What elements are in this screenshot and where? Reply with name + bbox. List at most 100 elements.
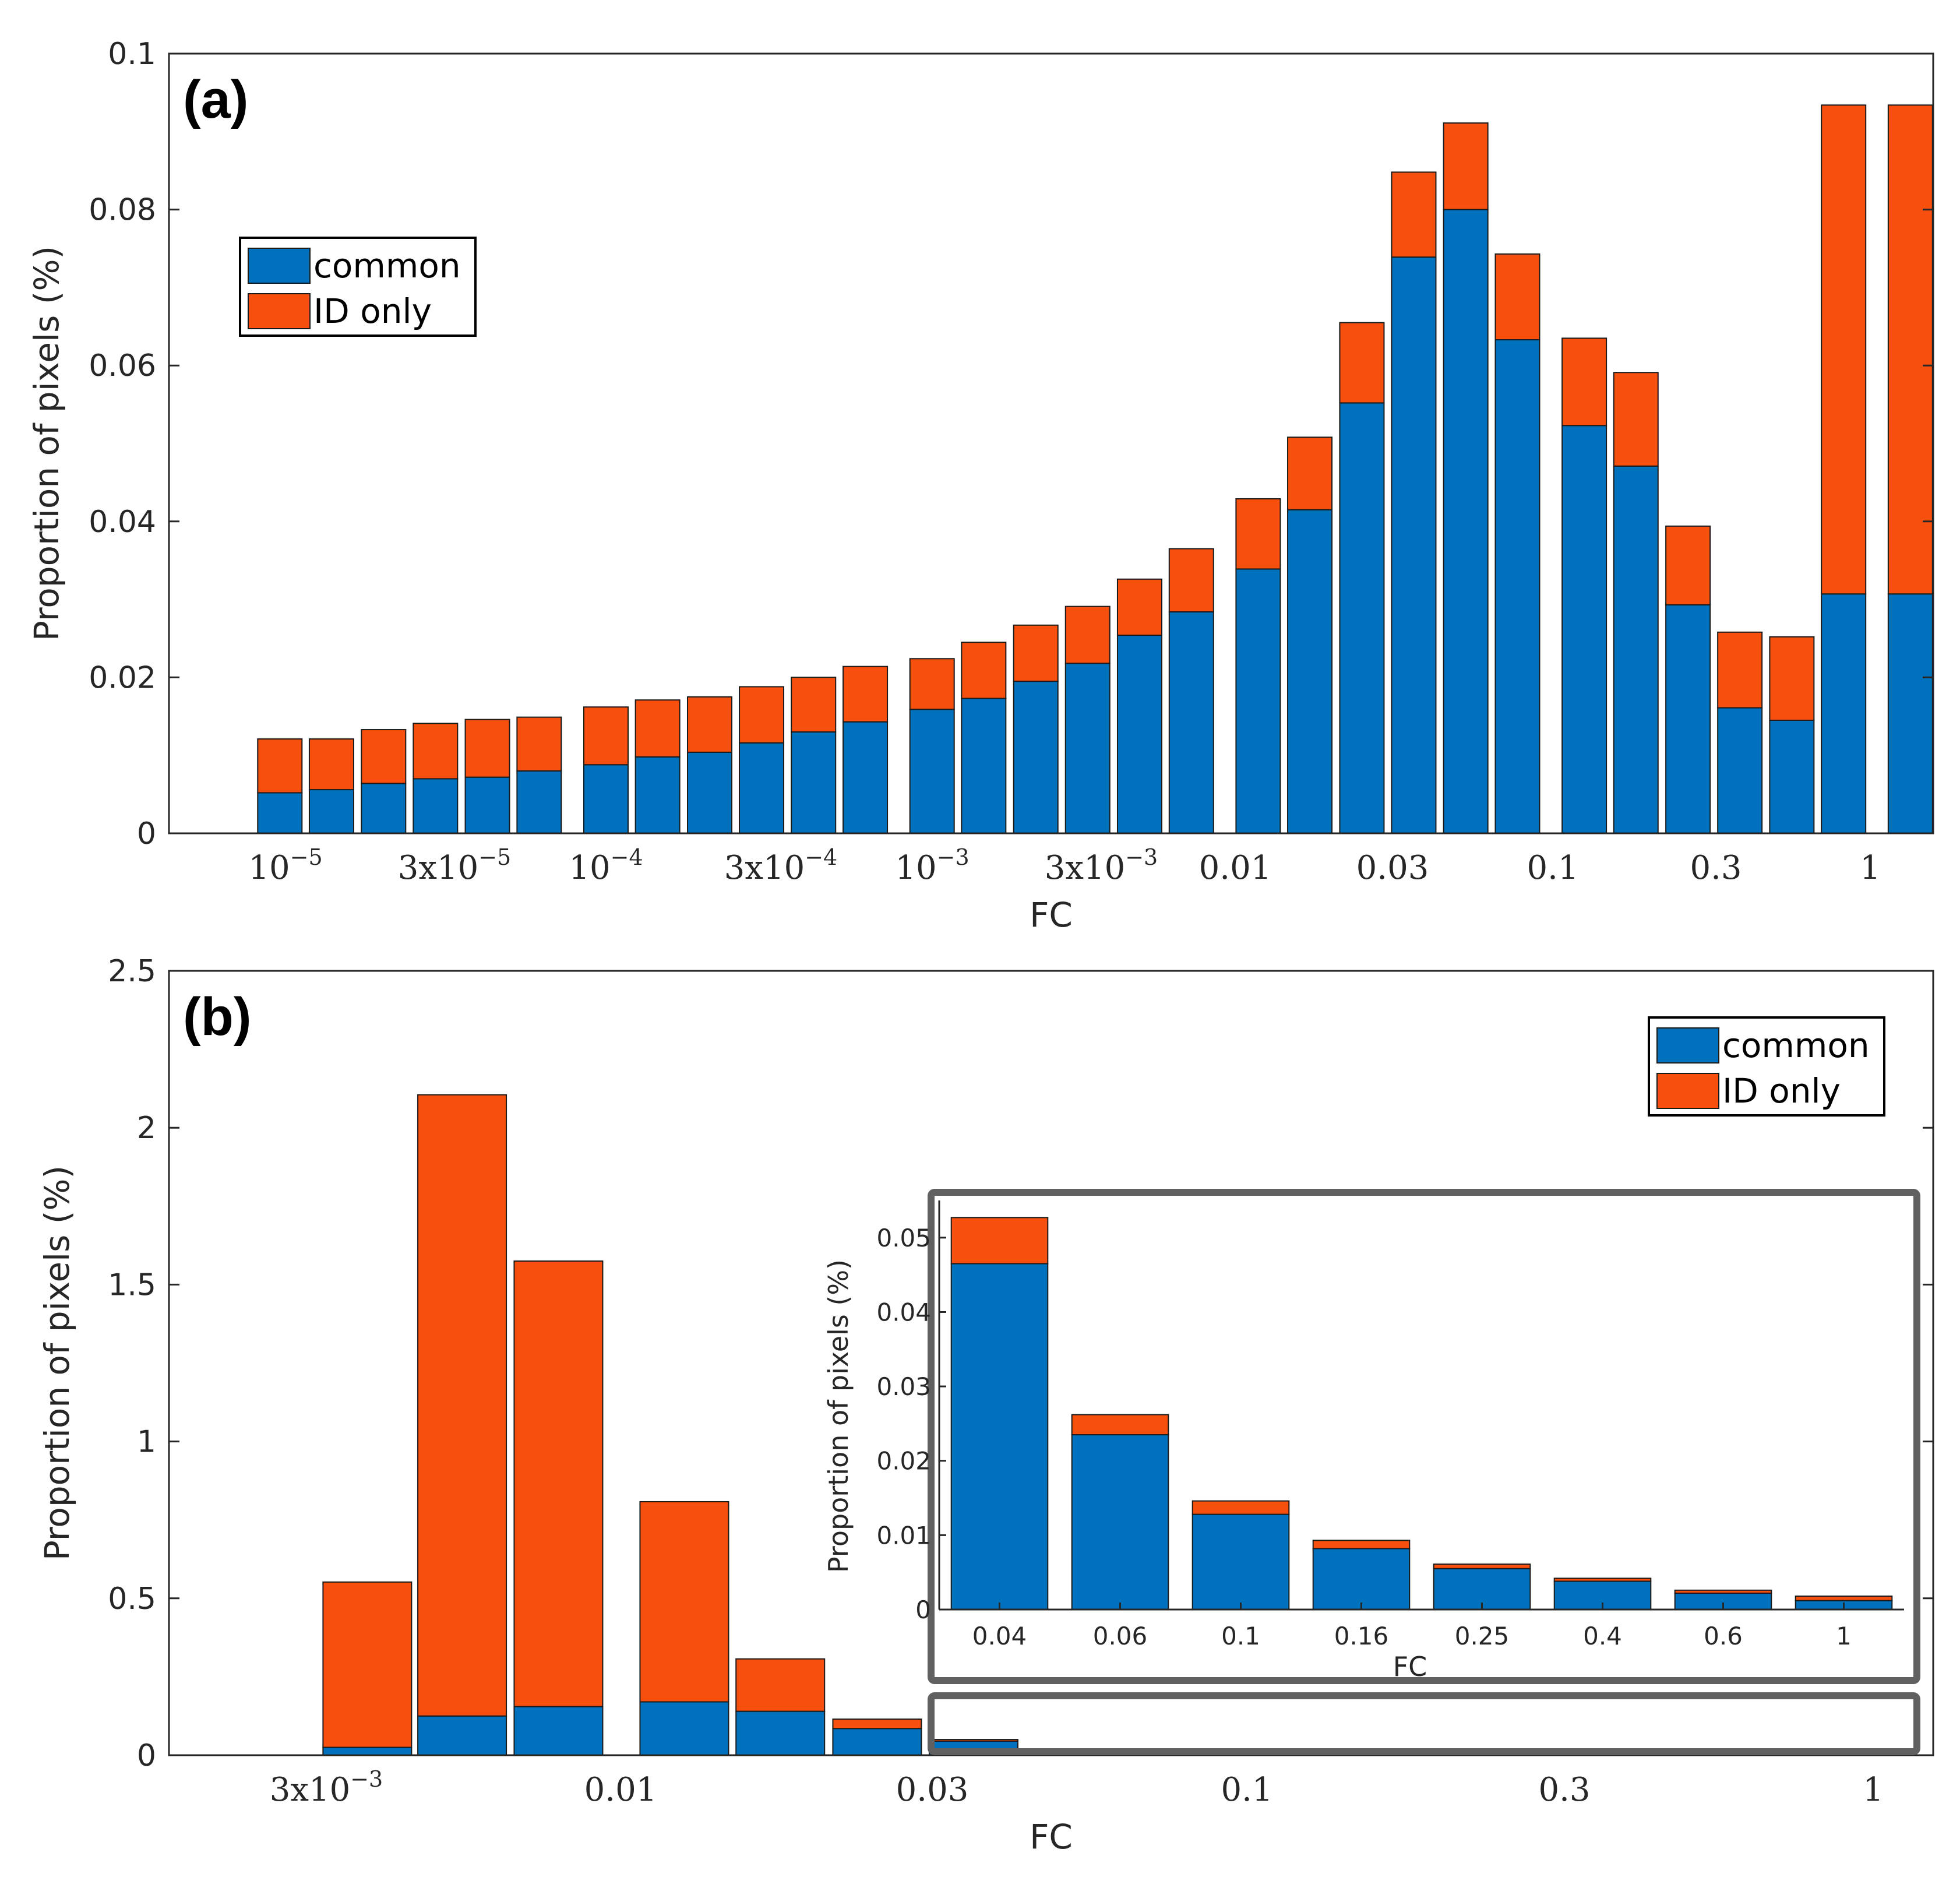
- x-tick-label: 3x10−4: [724, 844, 838, 887]
- bar-common: [1287, 509, 1333, 834]
- x-tick-base: 0.1: [1527, 849, 1578, 887]
- x-tick-exponent: −3: [350, 1766, 383, 1792]
- bar-common: [1168, 611, 1214, 834]
- bar-id-only: [634, 699, 681, 758]
- x-tick-base: 10: [248, 849, 290, 887]
- bar-id-only: [832, 1719, 922, 1730]
- x-tick-base: 0.3: [1538, 1771, 1590, 1809]
- x-tick-exponent: −4: [611, 844, 643, 870]
- inset-bar-id-only: [1312, 1540, 1411, 1550]
- bar-id-only: [639, 1501, 729, 1703]
- x-tick-base: 3x10: [1045, 849, 1125, 887]
- legend-swatch-common: [1656, 1027, 1719, 1064]
- y-tick-label: 0.04: [89, 505, 156, 540]
- bar-common: [257, 792, 303, 834]
- bar-id-only: [735, 1658, 826, 1712]
- x-tick-base: 1: [1863, 1771, 1884, 1809]
- y-tick-label: 0.08: [89, 193, 156, 228]
- bar-common: [1339, 402, 1385, 834]
- legend-label-id-only: ID only: [313, 291, 432, 331]
- bar-id-only: [516, 716, 562, 772]
- y-tick-label: 0.1: [108, 37, 156, 72]
- bar-common: [1665, 604, 1711, 834]
- x-tick-label: 3x10−3: [1045, 844, 1158, 887]
- x-tick-base: 1: [1860, 849, 1881, 887]
- bar-common: [1013, 681, 1059, 834]
- bar-common: [1064, 663, 1111, 834]
- x-tick-exponent: −3: [1125, 844, 1158, 870]
- bar-common: [413, 778, 459, 834]
- bar-id-only: [842, 665, 889, 723]
- bar-id-only: [417, 1094, 507, 1717]
- legend-swatch-common: [248, 248, 311, 284]
- y-axis-title: Proportion of pixels (%): [37, 1165, 77, 1561]
- legend-swatch-id-only: [1656, 1073, 1719, 1109]
- bar-common: [361, 783, 407, 834]
- bar-common: [583, 764, 629, 834]
- bar-common: [909, 709, 955, 834]
- x-tick-label: 0.1: [1527, 849, 1578, 887]
- inset-y-axis-title: Proportion of pixels (%): [823, 1259, 854, 1573]
- x-axis-title: FC: [1030, 895, 1073, 935]
- bar-common: [1821, 593, 1867, 834]
- bar-id-only: [1665, 525, 1711, 605]
- x-tick-base: 0.3: [1690, 849, 1742, 887]
- inset-bar-id-only: [1433, 1563, 1531, 1569]
- bar-common: [634, 756, 681, 834]
- inset-y-tick-label: 0: [915, 1596, 931, 1624]
- x-tick-base: 0.1: [1221, 1771, 1272, 1809]
- inset-x-tick-label: 0.6: [1704, 1622, 1743, 1650]
- bar-common: [1116, 635, 1162, 834]
- panel-b-inset: 0.04 0.06 0.1 0.16 0.25 0.4 0.6 1 0 0.01 0.02 0.03 0…: [823, 1189, 1920, 1684]
- inset-x-tick-label: 0.16: [1334, 1622, 1389, 1650]
- bar-id-only: [1116, 578, 1162, 636]
- bar-common: [322, 1746, 413, 1756]
- bar-id-only: [583, 706, 629, 766]
- x-tick-base: 10: [895, 849, 936, 887]
- bar-id-only: [513, 1260, 604, 1707]
- bar-id-only: [1287, 436, 1333, 510]
- bar-id-only: [1443, 122, 1489, 210]
- inset-x-tick-label: 0.06: [1093, 1622, 1148, 1650]
- bar-id-only: [739, 686, 785, 744]
- inset-bar-id-only: [1674, 1589, 1772, 1594]
- bar-id-only: [961, 642, 1007, 699]
- y-tick-label: 2: [137, 1111, 156, 1146]
- panel-a: 00.020.040.060.080.110−5 3x10−5 10−4 3x10−4…: [27, 37, 1934, 935]
- bar-id-only: [1339, 322, 1385, 404]
- plot-frame: [168, 52, 1934, 834]
- inset-bar-common: [1191, 1513, 1290, 1611]
- bar-id-only: [1391, 171, 1437, 258]
- bar-id-only: [322, 1581, 413, 1748]
- legend-swatch-id-only: [248, 293, 311, 329]
- y-tick-label: 0.5: [108, 1582, 156, 1617]
- inset-x-tick-label: 0.1: [1221, 1622, 1260, 1650]
- bar-id-only: [909, 658, 955, 710]
- bar-id-only: [1235, 498, 1281, 570]
- x-tick-label: 10−4: [569, 844, 643, 887]
- bar-common: [1613, 465, 1659, 834]
- legend-label-id-only: ID only: [1722, 1071, 1841, 1111]
- x-tick-base: 0.01: [584, 1771, 657, 1809]
- y-tick-label: 0: [137, 1738, 156, 1773]
- bar-id-only: [1821, 104, 1867, 595]
- inset-x-tick-label: 1: [1836, 1622, 1852, 1650]
- inset-bar-common: [1071, 1434, 1169, 1610]
- x-tick-base: 10: [569, 849, 610, 887]
- x-tick-base: 3x10: [724, 849, 805, 887]
- inset-x-axis-title: FC: [1393, 1651, 1427, 1682]
- inset-frame: [928, 1189, 1920, 1684]
- x-tick-label: 0.01: [1199, 849, 1272, 887]
- bar-common: [832, 1728, 922, 1756]
- x-tick-base: 3x10: [398, 849, 478, 887]
- x-tick-exponent: −5: [290, 844, 323, 870]
- y-tick-label: 1.5: [108, 1267, 156, 1302]
- bar-common: [842, 721, 889, 834]
- inset-y-tick-label: 0.01: [876, 1521, 931, 1550]
- bar-common: [735, 1710, 826, 1756]
- bar-common: [1887, 593, 1933, 834]
- bar-id-only: [1013, 624, 1059, 682]
- panel-b: 0 0.5 1 1.5 2 2.5 3x10−3 0.01 0.03 0.1 0.3 1 FC Propo…: [37, 954, 1934, 1857]
- x-tick-label: 10−3: [895, 844, 969, 887]
